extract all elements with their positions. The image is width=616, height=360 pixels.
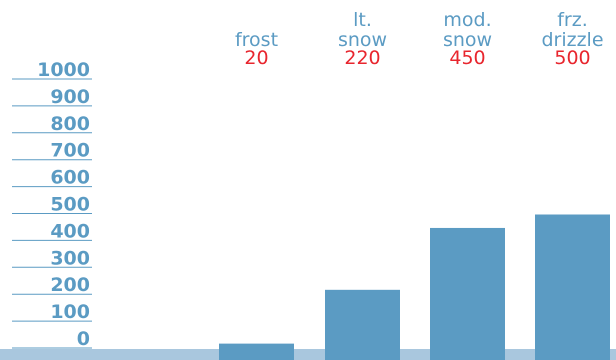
y-tick-label: 200 [50,274,90,296]
y-tick-label: 700 [50,140,90,162]
bar [325,289,400,360]
y-tick-label: 300 [50,247,90,269]
bar-base [325,349,400,360]
data-label: 20 [244,47,268,69]
y-tick-label: 900 [50,86,90,108]
y-tick-label: 800 [50,113,90,135]
category-label: drizzle [541,29,603,51]
data-label: 500 [554,47,590,69]
bar-base [219,349,294,360]
bar [535,214,610,360]
data-label: 450 [449,47,485,69]
category-labels: frost20lt.snow220mod.snow450frz.drizzle5… [235,9,604,69]
category-label: frz. [557,9,588,31]
category-label: lt. [353,9,372,31]
bars [219,214,610,360]
y-tick-label: 600 [50,167,90,189]
x-axis-baseline [0,349,616,360]
category-label: snow [443,29,492,51]
data-label: 220 [344,47,380,69]
category-label: mod. [443,9,491,31]
y-tick-label: 400 [50,220,90,242]
bar-base [535,349,610,360]
y-axis: 0 100 200 300 400 500 600 700 800 900 1000 [12,59,92,350]
category-label: snow [338,29,387,51]
bar [430,227,505,360]
category-label: frost [235,29,278,51]
bar-base [430,349,505,360]
y-tick-label: 500 [50,194,90,216]
y-tick-label: 1000 [37,59,90,81]
y-tick-label: 0 [77,328,90,350]
y-tick-label: 100 [50,301,90,323]
